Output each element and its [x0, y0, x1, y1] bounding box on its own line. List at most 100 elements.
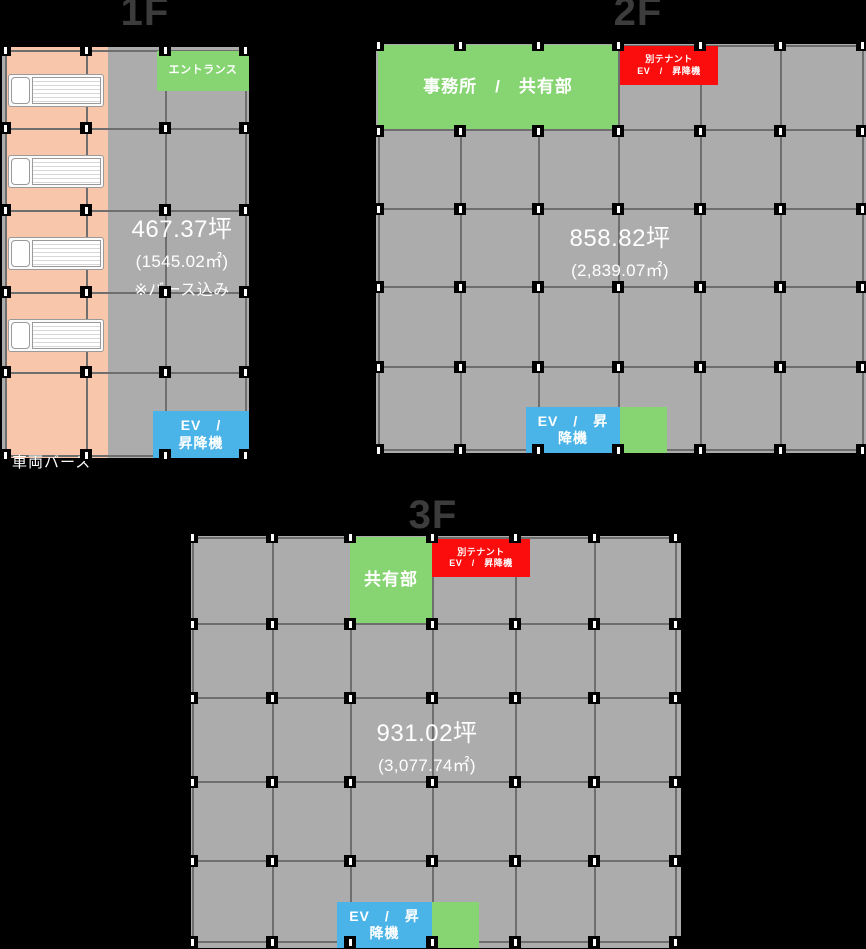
structural-column-marker — [856, 203, 866, 215]
structural-column-marker — [856, 39, 866, 51]
structural-column-marker — [80, 366, 92, 378]
structural-column-marker — [694, 281, 706, 293]
structural-column-marker — [372, 361, 384, 373]
structural-column-marker — [159, 44, 171, 56]
structural-column-marker — [186, 618, 198, 630]
grid-line-vertical — [272, 536, 274, 948]
structural-column-marker — [612, 203, 624, 215]
structural-column-marker — [266, 692, 278, 704]
floor-title-2f: 2F — [613, 0, 663, 34]
structural-column-marker — [266, 618, 278, 630]
grid-line-vertical — [538, 44, 540, 453]
structural-column-marker — [239, 122, 251, 134]
grid-line-vertical — [618, 44, 620, 453]
floor-title-1f: 1F — [120, 0, 170, 34]
structural-column-marker — [372, 281, 384, 293]
room-label-line: 昇降機 — [178, 434, 224, 451]
room-other-tenant-ev-2f[interactable]: 別テナント EV / 昇降機 — [620, 46, 718, 85]
structural-column-marker — [612, 281, 624, 293]
structural-column-marker — [344, 692, 356, 704]
room-entrance-1f[interactable]: エントランス — [157, 51, 249, 91]
structural-column-marker — [0, 122, 11, 134]
truck-cab — [11, 77, 30, 104]
structural-column-marker — [612, 125, 624, 137]
structural-column-marker — [372, 203, 384, 215]
structural-column-marker — [588, 618, 600, 630]
room-common-3f[interactable]: 共有部 — [350, 537, 432, 623]
structural-column-marker — [239, 366, 251, 378]
structural-column-marker — [426, 855, 438, 867]
structural-column-marker — [0, 44, 11, 56]
structural-column-marker — [669, 618, 681, 630]
structural-column-marker — [532, 444, 544, 456]
structural-column-marker — [532, 361, 544, 373]
room-label-line: 別テナント — [645, 54, 693, 65]
structural-column-marker — [0, 366, 11, 378]
structural-column-marker — [80, 286, 92, 298]
truck-icon — [8, 155, 104, 188]
grid-line-vertical — [675, 536, 677, 948]
room-ev-1f[interactable]: EV / 昇降機 — [153, 411, 249, 458]
truck-cab — [11, 158, 30, 185]
grid-line-horizontal — [2, 372, 249, 374]
structural-column-marker — [694, 361, 706, 373]
grid-line-vertical — [460, 44, 462, 453]
truck-icon — [8, 74, 104, 107]
room-other-tenant-ev-3f[interactable]: 別テナント EV / 昇降機 — [432, 539, 530, 577]
structural-column-marker — [239, 204, 251, 216]
structural-column-marker — [80, 449, 92, 461]
room-stair-pad-3f[interactable] — [432, 902, 479, 948]
room-stair-pad-2f[interactable] — [620, 407, 667, 453]
truck-body — [32, 240, 101, 267]
structural-column-marker — [80, 122, 92, 134]
structural-column-marker — [454, 444, 466, 456]
structural-column-marker — [344, 531, 356, 543]
structural-column-marker — [509, 855, 521, 867]
structural-column-marker — [426, 531, 438, 543]
grid-line-horizontal — [2, 455, 249, 457]
room-label-line: EV / 昇降機 — [449, 558, 513, 568]
structural-column-marker — [856, 125, 866, 137]
truck-body — [32, 322, 101, 349]
room-ev-3f[interactable]: EV / 昇 降機 — [337, 902, 432, 948]
structural-column-marker — [532, 203, 544, 215]
structural-column-marker — [509, 692, 521, 704]
structural-column-marker — [612, 361, 624, 373]
grid-line-horizontal — [2, 292, 249, 294]
structural-column-marker — [612, 444, 624, 456]
structural-column-marker — [344, 855, 356, 867]
structural-column-marker — [239, 44, 251, 56]
structural-column-marker — [669, 531, 681, 543]
structural-column-marker — [454, 361, 466, 373]
structural-column-marker — [509, 936, 521, 948]
room-office-common-2f[interactable]: 事務所 / 共有部 — [378, 45, 618, 129]
grid-line-vertical — [862, 44, 864, 453]
structural-column-marker — [186, 776, 198, 788]
structural-column-marker — [344, 618, 356, 630]
room-ev-2f[interactable]: EV / 昇 降機 — [526, 407, 620, 453]
floor-title-3f: 3F — [408, 493, 458, 537]
structural-column-marker — [239, 449, 251, 461]
structural-column-marker — [426, 776, 438, 788]
structural-column-marker — [266, 855, 278, 867]
structural-column-marker — [80, 204, 92, 216]
grid-line-vertical — [594, 536, 596, 948]
room-label-line: 降機 — [558, 430, 588, 446]
grid-line-vertical — [165, 47, 167, 458]
structural-column-marker — [588, 936, 600, 948]
structural-column-marker — [266, 936, 278, 948]
vehicle-bay-label-1f: 車両バース — [12, 454, 92, 471]
grid-line-vertical — [245, 47, 247, 458]
grid-line-vertical — [515, 536, 517, 948]
structural-column-marker — [694, 125, 706, 137]
structural-column-marker — [588, 692, 600, 704]
structural-column-marker — [239, 286, 251, 298]
truck-icon — [8, 319, 104, 352]
structural-column-marker — [774, 125, 786, 137]
grid-line-vertical — [700, 44, 702, 453]
structural-column-marker — [694, 203, 706, 215]
structural-column-marker — [426, 618, 438, 630]
structural-column-marker — [454, 125, 466, 137]
room-label-line: 事務所 / 共有部 — [423, 77, 573, 97]
structural-column-marker — [532, 39, 544, 51]
